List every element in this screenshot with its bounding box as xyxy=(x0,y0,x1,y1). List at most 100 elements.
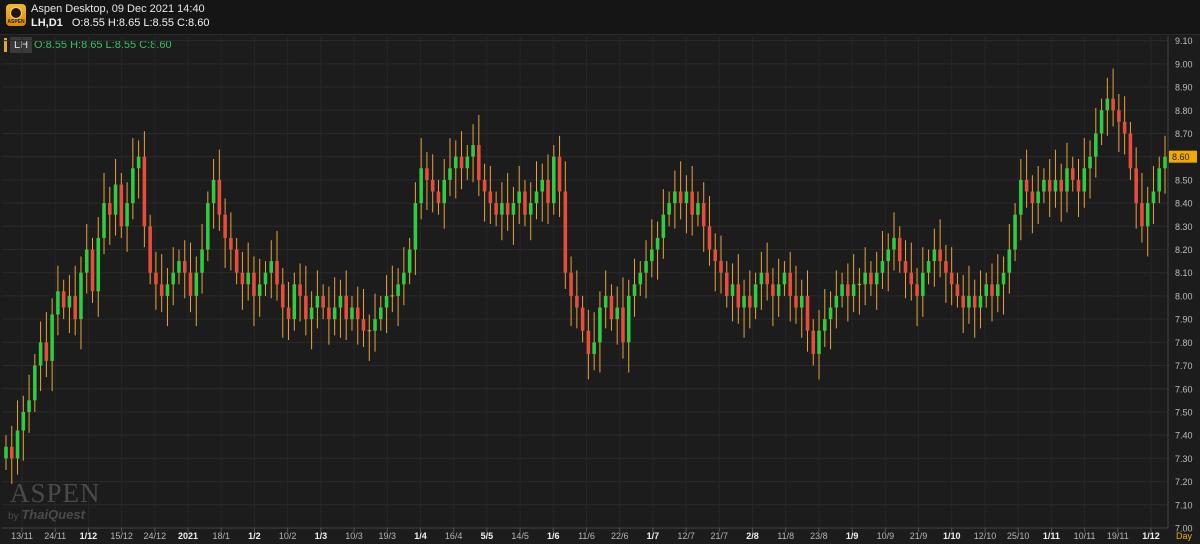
candle-down xyxy=(430,179,435,192)
candle-up xyxy=(1082,168,1087,192)
time-axis[interactable]: 13/11 24/11 1/12 15/12 24/12 2021 18/1 1/2 10/2 1… xyxy=(2,527,1193,541)
price-tick-label: 7.10 xyxy=(1175,500,1193,510)
candle-down xyxy=(1111,98,1115,111)
price-tick-label: 9.00 xyxy=(1175,59,1193,69)
logo-text: ASPEN xyxy=(7,19,25,25)
price-tick-label: 7.90 xyxy=(1175,315,1193,325)
time-tick-label: 1/10 xyxy=(943,531,961,541)
candle-up xyxy=(892,237,896,250)
candle-up xyxy=(309,307,314,320)
time-tick-label: 19/3 xyxy=(378,531,396,541)
candle-up xyxy=(1013,214,1017,250)
time-tick-label: 16/4 xyxy=(445,531,463,541)
candle-down xyxy=(805,295,810,331)
candle-up xyxy=(1001,272,1006,285)
candle-down xyxy=(903,261,908,273)
time-tick-label: 21/9 xyxy=(910,531,928,541)
watermark-by: by xyxy=(8,511,19,522)
candle-down xyxy=(298,284,302,296)
candle-down xyxy=(188,272,193,296)
candle-up xyxy=(1036,191,1040,204)
candle-down xyxy=(569,272,573,296)
candle-down xyxy=(557,156,562,192)
price-tick-label: 8.90 xyxy=(1175,83,1193,93)
candle-up xyxy=(379,307,383,320)
price-tag-box xyxy=(1169,150,1197,163)
price-axis[interactable]: 9.10 9.00 8.90 8.80 8.70 8.60 8.50 8.40 8.30 8.20… xyxy=(1167,36,1193,534)
candle-up xyxy=(263,272,268,285)
candle-down xyxy=(505,203,510,215)
candle-up xyxy=(257,284,262,296)
candle-up xyxy=(696,203,700,215)
candle-down xyxy=(990,284,994,296)
candle-down xyxy=(1128,133,1133,169)
candle-down xyxy=(586,330,591,354)
price-tick-label: 7.30 xyxy=(1175,454,1193,464)
candle-down xyxy=(897,237,902,262)
candle-up xyxy=(782,272,787,285)
time-tick-label: 25/10 xyxy=(1007,531,1030,541)
price-tick-label: 7.60 xyxy=(1175,384,1193,394)
ohlc-values: O:8.55 H:8.65 L:8.55 C:8.60 xyxy=(71,17,210,29)
candle-up xyxy=(171,272,176,285)
candle-down xyxy=(938,249,942,262)
candle-up xyxy=(598,307,602,343)
candle-up xyxy=(799,295,804,308)
candle-down xyxy=(73,295,77,320)
candle-down xyxy=(252,272,256,296)
time-tick-label: 22/6 xyxy=(611,531,629,541)
candle-up xyxy=(373,319,377,331)
candle-down xyxy=(488,191,493,204)
candle-up xyxy=(1007,249,1012,273)
candle-up xyxy=(880,261,885,273)
candle-down xyxy=(846,284,850,296)
candle-down xyxy=(1140,203,1144,227)
candle-up xyxy=(50,314,54,361)
candle-down xyxy=(523,191,527,215)
candle-up xyxy=(967,295,971,308)
time-tick-label: 13/11 xyxy=(11,531,33,541)
candle-down xyxy=(1117,110,1121,122)
candle-up xyxy=(194,272,199,296)
time-tick-label: 23/8 xyxy=(810,531,828,541)
time-tick-label: 21/7 xyxy=(711,531,729,541)
candle-up xyxy=(667,203,671,215)
candle-up xyxy=(511,203,516,215)
price-tag-text: 8.60 xyxy=(1172,152,1190,162)
candle-up xyxy=(177,261,181,273)
candle-up xyxy=(67,295,72,308)
candle-down xyxy=(748,295,752,308)
candle-up xyxy=(136,156,141,169)
time-tick-label: 1/7 xyxy=(647,531,660,541)
candle-down xyxy=(955,284,960,296)
candle-up xyxy=(200,249,204,273)
window-title: Aspen Desktop, 09 Dec 2021 14:40 xyxy=(31,3,205,15)
candle-down xyxy=(286,307,291,320)
candle-up xyxy=(742,295,746,308)
candle-up xyxy=(38,342,43,366)
candle-up xyxy=(661,214,666,238)
price-tick-label: 7.00 xyxy=(1175,524,1193,534)
candle-down xyxy=(459,156,464,169)
candle-up xyxy=(834,295,839,308)
candle-down xyxy=(719,261,723,273)
watermark-byline: by ThaiQuest xyxy=(8,507,85,522)
candle-up xyxy=(246,272,250,285)
candle-down xyxy=(915,284,919,296)
candle-up xyxy=(350,307,354,320)
time-tick-label: 1/3 xyxy=(315,531,328,541)
candle-up xyxy=(269,261,274,273)
candle-down xyxy=(944,261,948,273)
candle-up xyxy=(840,284,844,296)
candle-up xyxy=(730,284,735,296)
candle-up xyxy=(419,168,423,204)
candle-up xyxy=(442,179,447,204)
legend-color-swatch xyxy=(4,38,7,52)
candle-down xyxy=(580,307,585,331)
price-tick-label: 8.10 xyxy=(1175,268,1193,278)
candle-down xyxy=(546,179,550,204)
candle-down xyxy=(425,168,429,180)
candle-up xyxy=(500,203,504,215)
candle-down xyxy=(477,145,481,180)
